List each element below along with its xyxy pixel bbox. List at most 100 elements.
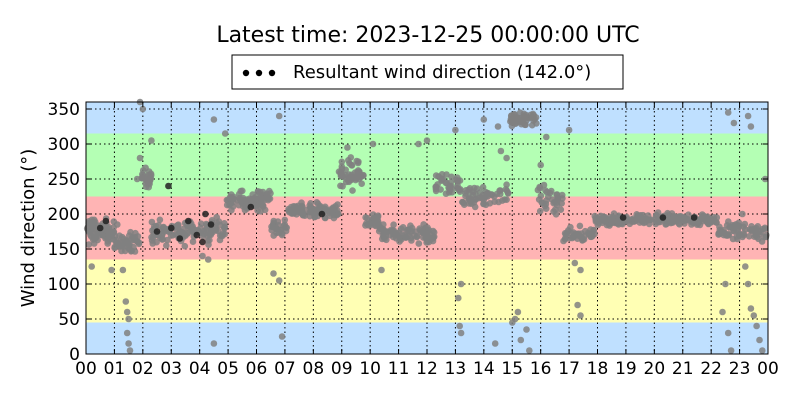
point-272 (159, 230, 166, 238)
point-1231 (153, 228, 161, 235)
point-84 (86, 227, 93, 235)
point-794 (533, 120, 540, 127)
x-tick-label-0: 00 (75, 359, 97, 379)
x-tick-label-23: 23 (729, 359, 751, 379)
point-1238 (207, 221, 215, 228)
point-769 (467, 196, 475, 203)
point-1239 (165, 182, 172, 190)
point-71 (91, 231, 99, 238)
point-886 (568, 234, 576, 242)
point-813 (508, 116, 515, 124)
point-271 (203, 226, 210, 233)
point-640 (407, 222, 414, 229)
point-1208 (574, 301, 581, 309)
point-1207 (565, 126, 573, 134)
point-1190 (455, 294, 462, 302)
point-587 (415, 240, 423, 247)
point-1200 (511, 315, 519, 323)
point-660 (427, 236, 435, 243)
point-1080 (645, 216, 652, 224)
point-1210 (571, 259, 579, 267)
point-1201 (514, 308, 522, 316)
point-1219 (744, 280, 752, 288)
point-1167 (126, 347, 134, 354)
point-1165 (123, 308, 131, 316)
point-380 (261, 206, 269, 214)
point-1197 (497, 147, 505, 155)
point-242 (189, 238, 197, 245)
point-1195 (491, 340, 499, 347)
chart-title: Latest time: 2023-12-25 00:00:00 UTC (216, 23, 639, 48)
y-tick-label-100: 100 (48, 275, 80, 295)
point-1204 (526, 347, 533, 354)
point-709 (456, 188, 464, 195)
point-747 (496, 187, 504, 194)
data-points (83, 98, 770, 354)
point-999 (633, 211, 640, 218)
point-1158 (752, 232, 759, 239)
point-146 (142, 164, 149, 172)
point-375 (229, 195, 237, 203)
legend-dot-1 (255, 69, 263, 77)
point-666 (408, 237, 415, 244)
point-765 (480, 200, 487, 208)
point-707 (442, 190, 450, 197)
point-496 (313, 206, 320, 213)
point-243 (199, 232, 207, 240)
point-1236 (199, 238, 206, 246)
point-889 (563, 229, 571, 236)
point-996 (685, 211, 692, 218)
point-882 (572, 230, 580, 238)
point-749 (471, 203, 479, 211)
point-1182 (278, 333, 286, 340)
point-1191 (457, 280, 465, 288)
point-79 (85, 218, 93, 225)
point-1233 (176, 235, 184, 242)
point-1205 (537, 161, 544, 169)
point-849 (554, 196, 561, 203)
x-axis: 00 01 02 03 04 05 06 07 08 09 10 11 12 13 14 15 16 17 18 19… (75, 102, 779, 379)
point-409 (270, 223, 277, 230)
point-549 (352, 176, 359, 184)
point-708 (432, 187, 440, 195)
point-1171 (139, 105, 147, 113)
x-tick-label-13: 13 (445, 359, 467, 379)
point-1180 (270, 270, 277, 277)
legend-dot-2 (268, 69, 276, 77)
point-1161 (108, 266, 115, 274)
point-127 (126, 232, 133, 239)
point-669 (402, 234, 410, 241)
x-tick-label-10: 10 (359, 359, 381, 379)
x-tick-label-3: 03 (160, 359, 182, 379)
point-358 (254, 188, 262, 195)
point-1237 (202, 210, 209, 218)
point-69 (96, 230, 104, 237)
point-808 (527, 111, 534, 119)
x-tick-label-12: 12 (416, 359, 438, 379)
point-743 (479, 183, 487, 191)
point-382 (236, 194, 243, 202)
point-1160 (88, 263, 95, 270)
point-1169 (125, 315, 132, 323)
x-tick-label-2: 02 (132, 359, 154, 379)
point-1192 (456, 322, 464, 330)
point-705 (452, 176, 460, 184)
point-1221 (750, 312, 758, 319)
point-843 (557, 206, 565, 213)
point-1244 (690, 214, 698, 221)
point-194 (181, 242, 189, 250)
point-767 (460, 199, 468, 207)
x-tick-label-21: 21 (672, 359, 694, 379)
point-1000 (664, 211, 672, 219)
point-1085 (680, 214, 687, 221)
point-263 (153, 238, 160, 246)
point-1071 (633, 215, 640, 223)
point-766 (501, 196, 509, 203)
point-498 (323, 207, 331, 214)
point-553 (360, 172, 367, 179)
point-543 (338, 165, 346, 173)
point-1081 (602, 214, 609, 221)
point-405 (283, 224, 291, 231)
point-286 (213, 213, 220, 221)
point-120 (131, 233, 139, 241)
